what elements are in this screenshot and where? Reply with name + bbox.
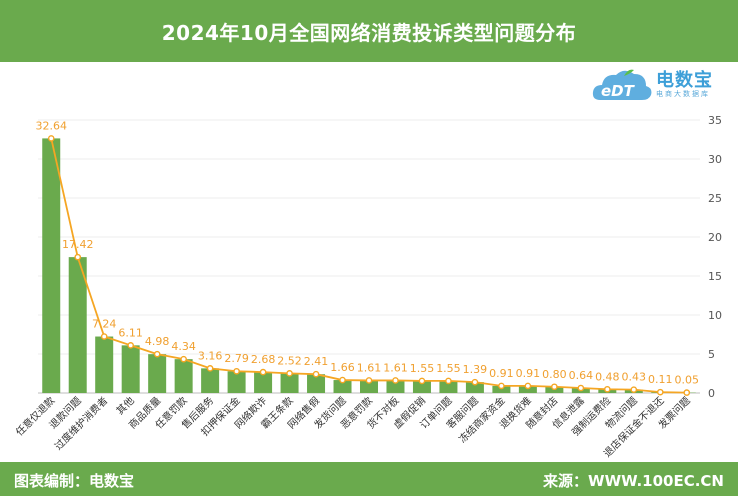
line-point: [100, 333, 108, 340]
value-label: 1.66: [330, 361, 355, 374]
line-point: [153, 350, 161, 358]
line-point: [74, 253, 82, 261]
value-label: 3.16: [198, 349, 223, 362]
bar: [42, 138, 61, 393]
line-point: [206, 365, 214, 372]
brand-logo: eDT 电数宝 电商大数据库: [590, 62, 730, 108]
line-point: [47, 135, 55, 142]
y-axis: 0 5 10 15 20 25 30 35: [708, 114, 722, 400]
value-label: 0.48: [595, 370, 620, 383]
value-label: 1.61: [383, 361, 408, 374]
line-point: [498, 382, 505, 390]
bar: [280, 373, 299, 393]
line-point: [127, 342, 134, 349]
line-point: [656, 388, 664, 396]
value-label: 1.55: [410, 362, 435, 375]
footer-banner: 图表编制：电数宝 来源：WWW.100EC.CN: [0, 462, 738, 496]
value-label: 7.24: [92, 318, 117, 331]
bar: [95, 336, 114, 393]
value-label: 2.52: [277, 354, 302, 367]
y-tick-label: 0: [708, 387, 715, 400]
grid-lines: [38, 119, 700, 394]
footer-source: 来源：WWW.100EC.CN: [543, 472, 724, 490]
bars: [42, 138, 696, 393]
y-tick-label: 20: [708, 231, 722, 244]
brand-name: 电数宝: [656, 70, 713, 91]
value-label: 1.55: [436, 362, 461, 375]
value-label: 0.64: [569, 369, 594, 382]
value-label: 0.80: [542, 368, 567, 381]
y-tick-label: 10: [708, 309, 722, 322]
value-label: 0.91: [489, 367, 514, 380]
line-point: [630, 386, 638, 393]
line-point: [471, 378, 479, 386]
value-label: 0.11: [648, 373, 673, 386]
x-tick-label: 其他: [113, 394, 136, 417]
bar: [518, 385, 537, 393]
value-label: 2.68: [251, 353, 276, 366]
bar: [254, 372, 273, 393]
line-point: [392, 377, 399, 384]
y-tick-label: 35: [708, 114, 722, 127]
y-tick-label: 5: [708, 348, 715, 361]
line-point: [551, 383, 558, 391]
line-point: [339, 376, 346, 384]
brand-tagline: 电商大数据库: [656, 90, 710, 98]
bar: [360, 380, 378, 393]
bar: [307, 374, 326, 393]
bar: [148, 354, 167, 393]
value-label: 32.64: [35, 119, 67, 132]
value-label: 1.61: [357, 361, 382, 374]
bar: [386, 380, 405, 393]
bar: [174, 359, 193, 393]
value-label: 4.34: [171, 340, 196, 353]
bar: [201, 368, 220, 393]
bar: [121, 345, 140, 393]
line-point: [524, 382, 532, 390]
chart-title-banner: 2024年10月全国网络消费投诉类型问题分布: [0, 0, 738, 62]
line-point: [365, 377, 373, 384]
value-label: 1.39: [463, 363, 488, 376]
line-point: [259, 368, 267, 376]
value-label: 2.79: [224, 352, 249, 365]
line-point: [233, 367, 240, 375]
bar: [465, 382, 484, 393]
y-tick-label: 25: [708, 192, 722, 205]
line-point: [577, 384, 585, 392]
value-label: 6.11: [118, 326, 143, 339]
bar: [68, 257, 87, 393]
trend-line: [47, 135, 691, 396]
line-point: [604, 385, 611, 393]
value-label: 2.41: [304, 355, 329, 368]
cloud-logo-icon: eDT: [592, 69, 652, 100]
y-tick-label: 30: [708, 153, 722, 166]
bar: [412, 380, 431, 393]
line-point: [180, 355, 187, 363]
bar: [492, 385, 511, 393]
bar: [227, 371, 246, 393]
logo-letters: eDT: [601, 82, 636, 100]
chart-title: 2024年10月全国网络消费投诉类型问题分布: [161, 20, 577, 45]
value-label: 4.98: [145, 335, 170, 348]
line-point: [418, 377, 426, 385]
bar: [333, 380, 352, 393]
value-label: 0.43: [622, 371, 647, 384]
value-label: 0.05: [675, 374, 700, 387]
line-point: [286, 370, 293, 377]
line-point: [445, 377, 452, 385]
value-label: 0.91: [516, 367, 541, 380]
y-tick-label: 15: [708, 270, 722, 283]
value-label: 17.42: [62, 238, 94, 251]
line-point: [312, 370, 320, 378]
line-point: [683, 389, 691, 396]
footer-credit: 图表编制：电数宝: [14, 472, 135, 490]
x-tick-label: 任意仅退款: [13, 394, 58, 439]
bar: [439, 380, 458, 393]
